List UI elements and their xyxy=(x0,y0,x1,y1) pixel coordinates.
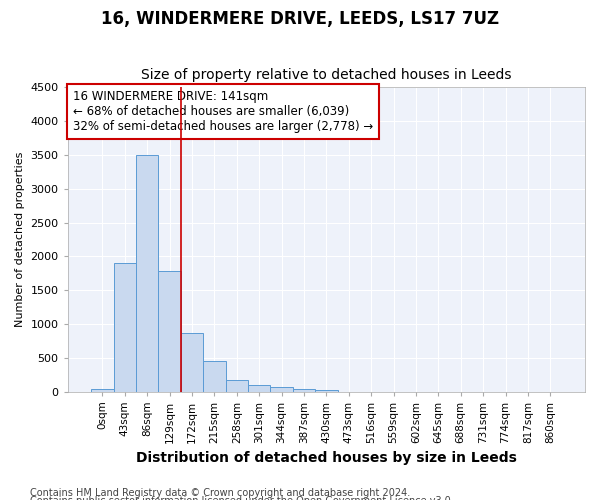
Text: Contains public sector information licensed under the Open Government Licence v3: Contains public sector information licen… xyxy=(30,496,454,500)
Title: Size of property relative to detached houses in Leeds: Size of property relative to detached ho… xyxy=(141,68,512,82)
Bar xyxy=(293,389,315,392)
Bar xyxy=(226,380,248,392)
Bar xyxy=(158,271,181,392)
Y-axis label: Number of detached properties: Number of detached properties xyxy=(15,152,25,327)
Bar xyxy=(181,334,203,392)
Bar xyxy=(136,155,158,392)
Bar xyxy=(271,388,293,392)
Bar xyxy=(113,263,136,392)
Text: 16 WINDERMERE DRIVE: 141sqm
← 68% of detached houses are smaller (6,039)
32% of : 16 WINDERMERE DRIVE: 141sqm ← 68% of det… xyxy=(73,90,373,134)
X-axis label: Distribution of detached houses by size in Leeds: Distribution of detached houses by size … xyxy=(136,451,517,465)
Bar xyxy=(248,385,271,392)
Bar xyxy=(315,390,338,392)
Text: Contains HM Land Registry data © Crown copyright and database right 2024.: Contains HM Land Registry data © Crown c… xyxy=(30,488,410,498)
Text: 16, WINDERMERE DRIVE, LEEDS, LS17 7UZ: 16, WINDERMERE DRIVE, LEEDS, LS17 7UZ xyxy=(101,10,499,28)
Bar xyxy=(203,361,226,392)
Bar xyxy=(91,390,113,392)
